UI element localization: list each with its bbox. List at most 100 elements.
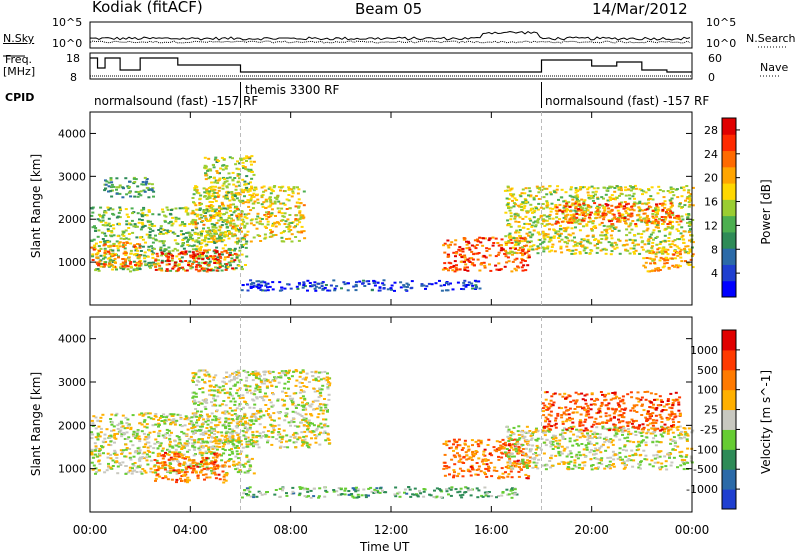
- velocity-cell: [223, 443, 226, 446]
- velocity-cell: [262, 399, 266, 402]
- power-cell: [213, 255, 217, 258]
- power-cell: [173, 239, 177, 242]
- power-cell: [638, 209, 642, 212]
- velocity-cell: [239, 378, 243, 381]
- power-cell: [228, 206, 232, 209]
- power-cell: [545, 215, 549, 218]
- velocity-cell: [214, 438, 218, 441]
- power-cell: [290, 222, 294, 224]
- site-title: Kodiak (fitACF): [92, 0, 203, 16]
- velocity-cell: [214, 424, 217, 427]
- power-cell: [250, 187, 254, 190]
- power-cell: [228, 156, 232, 159]
- velocity-cell: [168, 450, 172, 453]
- power-cell: [617, 229, 621, 232]
- power-cell: [134, 178, 138, 181]
- power-cell: [579, 209, 583, 212]
- velocity-cell: [182, 453, 186, 456]
- velocity-cell: [237, 432, 241, 435]
- velocity-cell: [223, 412, 227, 415]
- velocity-cell: [264, 378, 268, 381]
- power-cell: [197, 261, 201, 264]
- power-cell: [522, 264, 526, 267]
- velocity-cell: [220, 431, 224, 434]
- power-cell: [654, 237, 658, 239]
- velocity-cell: [209, 389, 213, 392]
- velocity-cell: [96, 435, 100, 438]
- power-cell: [99, 247, 103, 250]
- power-cell: [688, 203, 692, 206]
- power-cell: [491, 244, 495, 247]
- velocity-cell: [218, 439, 222, 442]
- power-cell: [601, 204, 605, 207]
- velocity-cell: [291, 397, 295, 400]
- power-cell: [192, 257, 195, 260]
- velocity-cell: [258, 388, 262, 391]
- power-cell: [680, 260, 684, 263]
- power-cell: [265, 200, 269, 203]
- power-cell: [677, 223, 681, 226]
- power-cell: [567, 201, 571, 204]
- power-cell: [159, 227, 163, 230]
- power-cell: [524, 238, 528, 240]
- power-cell: [245, 222, 249, 225]
- velocity-cell: [228, 391, 232, 394]
- velocity-cell: [328, 384, 331, 387]
- power-cell: [653, 258, 656, 261]
- velocity-cell: [180, 425, 184, 428]
- power-cell: [177, 263, 181, 266]
- power-cell: [103, 189, 107, 192]
- power-cell: [227, 172, 231, 175]
- velocity-cell: [220, 389, 224, 392]
- power-cell: [346, 289, 350, 292]
- velocity-cell: [168, 440, 172, 443]
- power-colorbar-tick-label: 20: [704, 172, 718, 185]
- power-cell: [233, 209, 237, 212]
- power-cell: [523, 245, 526, 248]
- power-cell: [210, 206, 214, 209]
- power-cell: [156, 255, 160, 258]
- power-cell: [321, 288, 325, 291]
- velocity-cell: [233, 371, 237, 374]
- power-cell: [320, 282, 324, 285]
- velocity-cell: [162, 413, 166, 416]
- power-cell: [463, 260, 466, 263]
- power-cell: [124, 237, 128, 240]
- velocity-cell: [313, 434, 317, 436]
- velocity-cell: [295, 370, 299, 373]
- velocity-cell: [160, 420, 164, 422]
- power-cell: [210, 241, 214, 243]
- power-cell: [121, 233, 125, 236]
- power-cell: [464, 284, 468, 287]
- power-cell: [655, 205, 659, 208]
- velocity-cell: [216, 454, 220, 457]
- power-cell: [541, 185, 545, 188]
- power-cell: [208, 260, 212, 263]
- power-cell: [573, 202, 577, 205]
- power-cell: [691, 241, 695, 244]
- velocity-cell: [157, 422, 161, 425]
- velocity-cell: [139, 457, 143, 460]
- velocity-cell: [477, 457, 481, 460]
- power-cell: [199, 194, 203, 197]
- power-cell: [212, 259, 216, 262]
- power-cell: [538, 233, 542, 236]
- power-cell: [245, 217, 249, 220]
- velocity-cell: [218, 404, 222, 407]
- velocity-cell: [145, 423, 149, 426]
- velocity-cell: [171, 446, 175, 449]
- power-cell: [548, 217, 552, 220]
- velocity-cell: [299, 371, 302, 374]
- power-cell: [284, 220, 288, 223]
- power-cell: [232, 183, 236, 186]
- power-colorbar-swatch: [722, 134, 736, 152]
- power-cell: [272, 186, 276, 189]
- velocity-cell: [263, 380, 267, 382]
- velocity-cell: [140, 472, 144, 475]
- power-cell: [596, 196, 600, 199]
- power-cell: [94, 242, 98, 245]
- velocity-cell: [113, 461, 117, 464]
- velocity-cell: [267, 370, 271, 373]
- velocity-cell: [180, 479, 184, 482]
- power-cell: [500, 244, 503, 247]
